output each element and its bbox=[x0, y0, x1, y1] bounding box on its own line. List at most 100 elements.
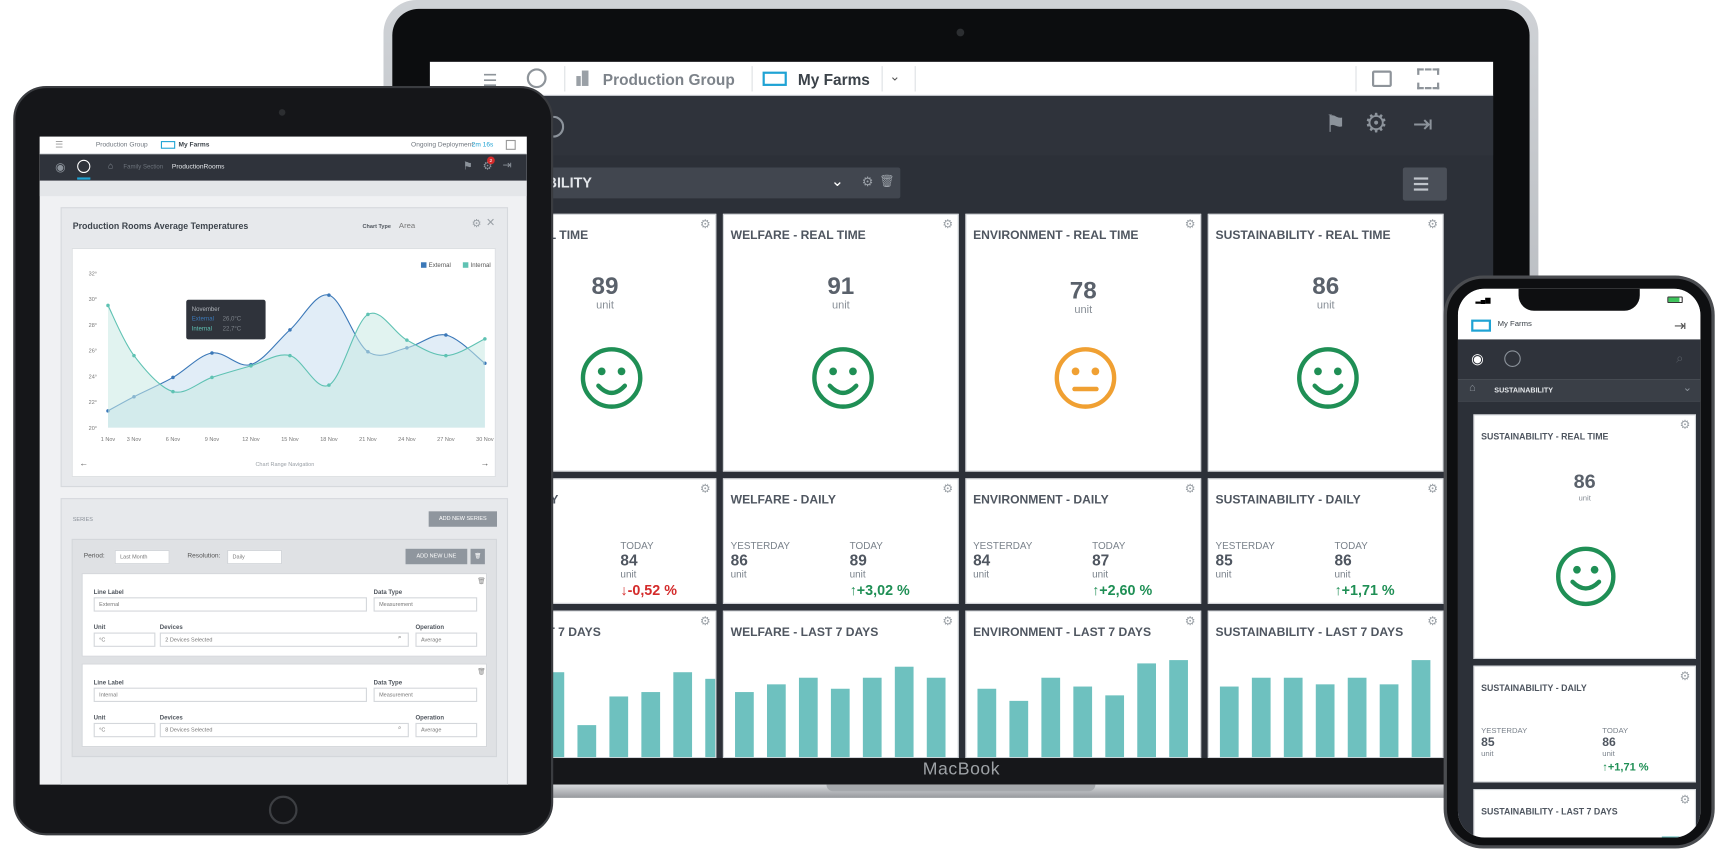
phone-weekly-card[interactable]: SUSTAINABILITY - LAST 7 DAYS ⚙ bbox=[1473, 789, 1696, 838]
gear-icon[interactable]: ⚙ bbox=[471, 218, 482, 231]
phone-daily-card[interactable]: SUSTAINABILITY - DAILY ⚙ YESTERDAY 85 un… bbox=[1473, 665, 1696, 783]
gear-icon[interactable]: ⚙ bbox=[699, 614, 711, 629]
unit-select[interactable]: °C bbox=[93, 632, 156, 647]
series-line: 🗑 Line Label Internal Data Type Measurem… bbox=[81, 663, 488, 748]
menu-icon[interactable]: ☰ bbox=[482, 71, 498, 91]
realtime-card[interactable]: WELFARE - REAL TIME ⚙ 91 unit bbox=[722, 213, 959, 472]
line-label-input[interactable]: External bbox=[93, 597, 367, 612]
gear-icon[interactable]: ⚙ bbox=[699, 482, 711, 496]
gear-icon[interactable]: ⚙ bbox=[1427, 482, 1439, 496]
today-label: TODAY bbox=[849, 539, 883, 551]
trash-icon[interactable]: 🗑 bbox=[477, 578, 486, 586]
tooltip-value: 26,0°C bbox=[223, 317, 242, 323]
gear-icon[interactable]: ⚙ bbox=[942, 614, 954, 629]
devices-input[interactable]: 8 Devices Selected bbox=[159, 722, 409, 738]
logout-icon[interactable]: ⇥ bbox=[1412, 110, 1434, 138]
realtime-card[interactable]: SUSTAINABILITY - REAL TIME ⚙ 86 unit bbox=[1207, 213, 1444, 472]
close-icon[interactable]: ✕ bbox=[485, 217, 496, 230]
options-icon[interactable] bbox=[77, 159, 91, 174]
chart-range-navigation[interactable]: Chart Range Navigation bbox=[255, 461, 315, 469]
legend-label: Internal bbox=[471, 263, 491, 269]
realtime-card[interactable]: ENVIRONMENT - REAL TIME ⚙ 78 unit bbox=[965, 213, 1202, 472]
gear-icon[interactable]: ⚙ bbox=[1427, 218, 1439, 232]
trash-icon[interactable]: 🗑 bbox=[879, 175, 895, 189]
today-value: 84 bbox=[620, 551, 638, 569]
my-farms-title[interactable]: My Farms bbox=[178, 142, 210, 149]
weekly-card[interactable]: SUSTAINABILITY - LAST 7 DAYS ⚙ bbox=[1207, 610, 1444, 759]
notes-icon[interactable] bbox=[1371, 70, 1392, 88]
resolution-select[interactable]: Daily bbox=[227, 549, 283, 565]
fullscreen-icon[interactable] bbox=[1417, 68, 1440, 90]
gear-icon[interactable]: ⚙ bbox=[1679, 670, 1691, 684]
gear-icon[interactable]: ⚙ bbox=[942, 482, 954, 496]
weekly-card[interactable]: ENVIRONMENT - LAST 7 DAYS ⚙ bbox=[965, 610, 1202, 759]
trash-icon[interactable]: 🗑 bbox=[470, 548, 485, 565]
phone-realtime-card[interactable]: SUSTAINABILITY - REAL TIME ⚙ 86 unit bbox=[1473, 414, 1696, 659]
home-icon[interactable]: ⌂ bbox=[107, 160, 114, 171]
gear-icon[interactable]: ⚙ bbox=[1184, 218, 1196, 232]
bar bbox=[1283, 677, 1303, 758]
search-icon[interactable]: ⌕ bbox=[1676, 350, 1684, 366]
gear-icon[interactable]: ⚙ bbox=[1184, 614, 1196, 629]
layout-menu-button[interactable] bbox=[1402, 167, 1447, 201]
arrow-left-icon[interactable]: ← bbox=[79, 458, 89, 469]
x-tick-label: 1 Nov bbox=[101, 437, 116, 443]
today-unit: unit bbox=[1334, 568, 1351, 580]
tooltip-series: External bbox=[192, 317, 214, 323]
search-icon[interactable]: ⌕ bbox=[397, 634, 402, 642]
gear-icon[interactable]: ⚙ bbox=[1184, 482, 1196, 496]
line-label-title: Line Label bbox=[93, 679, 124, 687]
data-point bbox=[210, 375, 214, 380]
gear-icon[interactable]: ⚙ bbox=[699, 218, 711, 232]
phone-section-select[interactable]: ⌂ SUSTAINABILITY ⌄ bbox=[1457, 379, 1701, 402]
flag-icon[interactable]: ⚑ bbox=[1324, 110, 1347, 138]
production-group-link[interactable]: Production Group bbox=[95, 142, 148, 149]
add-new-line-button[interactable]: ADD NEW LINE bbox=[405, 548, 468, 565]
unit-select[interactable]: °C bbox=[93, 722, 156, 738]
bar bbox=[609, 696, 629, 758]
add-new-series-button[interactable]: ADD NEW SERIES bbox=[428, 511, 498, 527]
my-farms-title[interactable]: My Farms bbox=[1497, 320, 1532, 329]
operation-select[interactable]: Average bbox=[415, 632, 478, 647]
trash-icon[interactable]: 🗑 bbox=[477, 668, 486, 676]
options-icon[interactable] bbox=[1504, 350, 1521, 367]
gear-icon[interactable]: ⚙ bbox=[861, 174, 874, 190]
daily-card[interactable]: ENVIRONMENT - DAILY ⚙ YESTERDAY 84 unit … bbox=[965, 478, 1202, 604]
eye-icon[interactable]: ◉ bbox=[1471, 350, 1484, 367]
data-type-select[interactable]: Measurement bbox=[373, 687, 478, 702]
operation-select[interactable]: Average bbox=[415, 722, 478, 738]
devices-input[interactable]: 2 Devices Selected bbox=[159, 632, 409, 647]
logout-icon[interactable]: ⇥ bbox=[1673, 317, 1686, 334]
gear-icon[interactable]: ⚙ bbox=[942, 218, 954, 232]
production-group-link[interactable]: Production Group bbox=[602, 70, 735, 89]
gears-icon[interactable]: ⚙ bbox=[482, 160, 493, 174]
notes-icon[interactable] bbox=[505, 139, 516, 150]
search-icon[interactable]: ⌕ bbox=[397, 725, 402, 732]
gear-icon[interactable]: ⚙ bbox=[1427, 614, 1439, 629]
chevron-down-icon[interactable]: ⌄ bbox=[889, 68, 901, 84]
data-point bbox=[210, 351, 214, 355]
arrow-right-icon[interactable]: → bbox=[480, 458, 490, 469]
gear-icon[interactable]: ⚙ bbox=[1679, 793, 1691, 807]
menu-icon[interactable]: ☰ bbox=[55, 139, 64, 150]
x-tick-label: 3 Nov bbox=[127, 437, 142, 443]
globe-icon[interactable] bbox=[526, 68, 547, 89]
my-farms-title[interactable]: My Farms bbox=[797, 70, 870, 89]
period-select[interactable]: Last Month bbox=[114, 549, 170, 565]
breadcrumb-home[interactable]: Family Section bbox=[123, 164, 164, 171]
daily-card[interactable]: SUSTAINABILITY - DAILY ⚙ YESTERDAY 85 un… bbox=[1207, 478, 1444, 604]
data-type-select[interactable]: Measurement bbox=[373, 597, 478, 612]
logout-icon[interactable]: ⇥ bbox=[502, 159, 512, 172]
chevron-down-icon[interactable]: ⌄ bbox=[830, 171, 844, 190]
gears-icon[interactable]: ⚙ bbox=[1364, 109, 1388, 139]
weekly-card[interactable]: WELFARE - LAST 7 DAYS ⚙ bbox=[722, 610, 959, 759]
chevron-down-icon[interactable]: ⌄ bbox=[1682, 382, 1693, 395]
card-title: SUSTAINABILITY - REAL TIME bbox=[1215, 229, 1391, 243]
daily-card[interactable]: WELFARE - DAILY ⚙ YESTERDAY 86 unit TODA… bbox=[722, 478, 959, 604]
line-label-input[interactable]: Internal bbox=[93, 687, 367, 702]
flag-icon[interactable]: ⚑ bbox=[462, 160, 473, 174]
eye-icon[interactable]: ◉ bbox=[55, 160, 66, 175]
section-label: SUSTAINABILITY bbox=[1494, 386, 1554, 395]
chart-type-select[interactable]: Area bbox=[398, 222, 416, 231]
gear-icon[interactable]: ⚙ bbox=[1679, 418, 1691, 432]
